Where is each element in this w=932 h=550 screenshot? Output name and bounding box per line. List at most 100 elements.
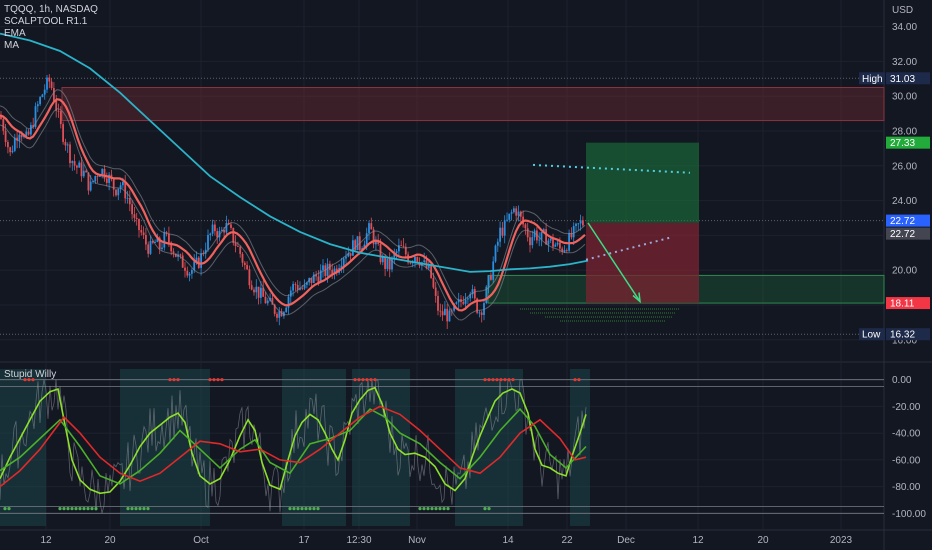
candle-body xyxy=(317,276,320,283)
candle-body xyxy=(0,115,2,119)
position-target-zone xyxy=(586,142,699,223)
time-tick-label: 2023 xyxy=(830,535,853,546)
candle-body xyxy=(381,256,384,263)
indicator-ema[interactable]: EMA xyxy=(4,28,26,39)
oscillator-shade xyxy=(352,369,410,526)
candle-body xyxy=(568,232,570,251)
candle-body xyxy=(565,249,568,251)
osc-signal-dot xyxy=(442,507,446,511)
oscillator-shade xyxy=(455,369,523,526)
osc-signal-dot xyxy=(86,507,90,511)
candle-body xyxy=(490,275,492,280)
candle-body xyxy=(547,240,550,245)
candle-body xyxy=(552,238,554,247)
osc-signal-dot xyxy=(94,507,98,511)
candle-body xyxy=(572,226,575,238)
candle-body xyxy=(2,118,5,131)
candle-body xyxy=(503,220,506,236)
candle-body xyxy=(549,238,552,241)
candle-body xyxy=(370,223,373,230)
price-tick-label: 32.00 xyxy=(892,57,917,68)
time-axis[interactable]: 12 20 Oct 17 12:30 Nov 14 22 Dec 12 20 2023 xyxy=(40,535,852,546)
candle-body xyxy=(18,134,21,141)
osc-signal-dot xyxy=(434,507,438,511)
position-stop-zone xyxy=(586,222,699,304)
osc-signal-dot xyxy=(3,507,7,511)
candle-body xyxy=(241,253,244,263)
indicator-ma[interactable]: MA xyxy=(4,40,19,51)
candle-body xyxy=(156,237,159,243)
candle-body xyxy=(140,230,143,233)
candle-body xyxy=(174,253,177,257)
candle-body xyxy=(501,227,504,236)
osc-signal-dot xyxy=(146,507,150,511)
osc-signal-dot xyxy=(300,507,304,511)
osc-signal-dot-top xyxy=(27,378,31,382)
candle-body xyxy=(225,222,228,233)
candle-body xyxy=(207,235,209,250)
price-tag-box xyxy=(886,328,930,341)
candle-body xyxy=(239,246,242,254)
price-tag-value: 31.03 xyxy=(890,74,915,85)
time-tick-label: 20 xyxy=(104,535,116,546)
time-tick-label: 17 xyxy=(298,535,310,546)
candle-body xyxy=(172,251,175,254)
osc-signal-dot-top xyxy=(23,378,27,382)
candle-body xyxy=(402,245,405,247)
candle-body xyxy=(471,289,474,295)
candle-body xyxy=(20,134,23,138)
candle-body xyxy=(345,256,347,259)
candle-body xyxy=(34,106,37,128)
osc-signal-dot-top xyxy=(353,378,357,382)
candle-body xyxy=(437,295,439,311)
candle-body xyxy=(131,204,133,215)
candle-body xyxy=(301,288,304,290)
candle-body xyxy=(66,144,69,146)
price-tick-label: 30.00 xyxy=(892,92,917,103)
candle-body xyxy=(540,232,543,240)
candle-body xyxy=(76,165,78,168)
osc-signal-dot-top xyxy=(503,378,507,382)
osc-signal-dot xyxy=(66,507,70,511)
candle-body xyxy=(577,223,580,225)
candle-body xyxy=(11,150,14,153)
candle-body xyxy=(39,97,41,105)
candle-body xyxy=(264,296,267,304)
candle-body xyxy=(333,268,336,275)
oscillator-title[interactable]: Stupid Willy xyxy=(4,369,57,380)
candle-body xyxy=(191,270,193,274)
candle-body xyxy=(154,242,156,243)
candle-body xyxy=(85,170,87,173)
candle-body xyxy=(243,262,246,266)
osc-signal-dot xyxy=(58,507,62,511)
osc-signal-dot-top xyxy=(365,378,369,382)
overlay-lines xyxy=(0,32,589,321)
candle-body xyxy=(448,310,451,322)
candle-body xyxy=(365,233,368,245)
candle-body xyxy=(25,131,28,136)
indicator-scalptool[interactable]: SCALPTOOL R1.1 xyxy=(4,16,88,27)
candle-body xyxy=(138,219,140,231)
candle-body xyxy=(80,162,83,177)
osc-signal-dot-top xyxy=(168,378,172,382)
candle-body xyxy=(340,265,343,269)
price-tag-value: 16.32 xyxy=(890,330,915,341)
candle-body xyxy=(478,312,481,314)
symbol-line[interactable]: TQQQ, 1h, NASDAQ xyxy=(4,4,98,15)
time-tick-label: 12 xyxy=(692,535,704,546)
candle-body xyxy=(4,130,7,143)
candle-body xyxy=(427,264,430,269)
candle-body xyxy=(135,217,138,220)
price-axis[interactable]: 34.0032.0030.0028.0026.0024.0022.0020.00… xyxy=(859,5,930,520)
oscillator-shade xyxy=(0,369,46,526)
candle-body xyxy=(506,219,508,221)
candle-body xyxy=(315,274,317,277)
candle-body xyxy=(462,301,465,304)
candle-body xyxy=(400,245,403,246)
candle-body xyxy=(423,260,426,263)
candle-body xyxy=(324,265,327,276)
candle-body xyxy=(147,244,150,254)
candle-body xyxy=(409,262,412,264)
candle-body xyxy=(193,261,196,271)
